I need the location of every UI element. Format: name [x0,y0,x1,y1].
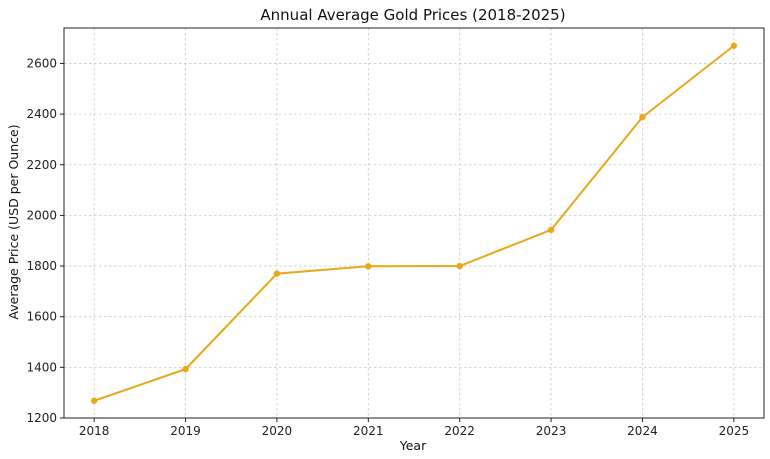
x-tick-label: 2024 [627,424,658,438]
y-tick-label: 1600 [26,310,57,324]
y-tick-label: 1200 [26,411,57,425]
x-tick-label: 2021 [353,424,384,438]
data-point-2023 [547,226,555,234]
grid [64,28,764,419]
y-tick-label: 2000 [26,208,57,222]
data-point-2018 [90,397,98,404]
y-tick-label: 2600 [26,56,57,70]
data-point-2021 [365,263,372,270]
y-tick-label: 1800 [26,259,57,273]
series-line [93,44,735,402]
chart-title: Annual Average Gold Prices (2018-2025) [260,6,565,24]
x-tick-label: 2022 [444,424,475,438]
x-axis-label: Year [399,438,427,453]
y-tick-label: 2400 [26,107,57,121]
y-axis: 1200 1400 1600 1800 2000 2200 2400 2600 [26,56,64,425]
plot-frame [63,27,765,419]
y-axis-label: Average Price (USD per Ounce) [6,124,21,319]
x-tick-label: 2019 [170,424,201,438]
data-point-2025 [730,42,738,49]
x-tick-label: 2023 [536,424,567,438]
series-layer [90,42,738,404]
data-point-2019 [182,365,189,373]
x-axis: 2018 2019 2020 2021 2022 2023 2024 2025 [79,418,749,438]
data-point-2022 [456,262,463,270]
y-tick-label: 2200 [26,158,57,172]
x-tick-label: 2018 [79,424,110,438]
data-point-2020 [273,270,281,277]
data-point-2024 [639,113,646,121]
x-tick-label: 2020 [262,424,293,438]
x-tick-label: 2025 [719,424,750,438]
y-tick-label: 1400 [26,360,57,374]
